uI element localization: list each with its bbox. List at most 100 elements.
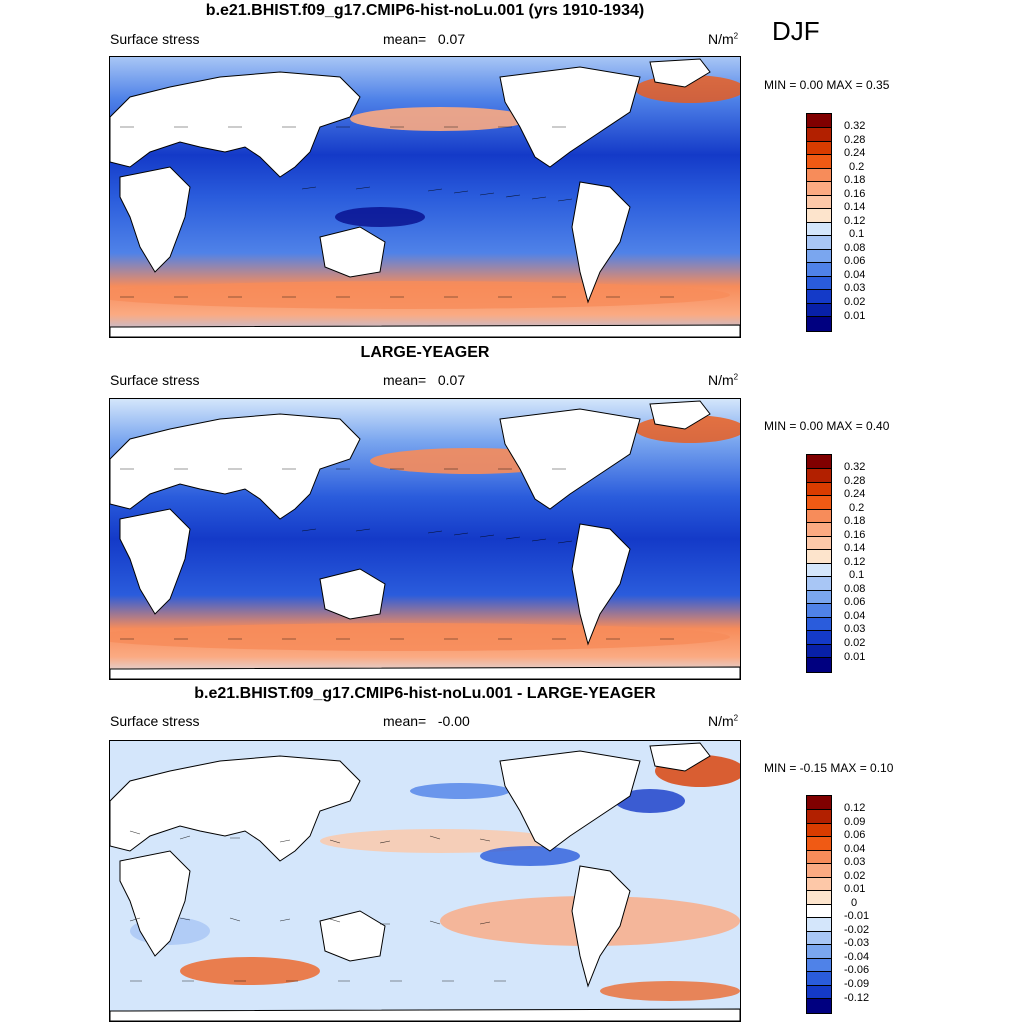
colorbar-swatch (807, 944, 831, 958)
colorbar-swatch (807, 603, 831, 617)
colorbar-swatch (807, 262, 831, 276)
colorbar-swatch (807, 931, 831, 945)
colorbar-swatch (807, 235, 831, 249)
colorbar-swatch (807, 617, 831, 631)
panel-1-colorbar (806, 113, 832, 332)
panel-2-left-label: Surface stress (110, 372, 200, 388)
colorbar-label: 0.32 (844, 120, 866, 132)
colorbar-label: 0.03 (844, 856, 866, 868)
colorbar-label: 0.08 (844, 242, 866, 254)
colorbar-swatch (807, 985, 831, 999)
panel-1-title: b.e21.BHIST.f09_g17.CMIP6-hist-noLu.001 … (205, 2, 645, 19)
colorbar-swatch (807, 644, 831, 658)
colorbar-swatch (807, 522, 831, 536)
colorbar-swatch (807, 536, 831, 550)
colorbar-swatch (807, 657, 831, 672)
colorbar-label: 0.16 (844, 529, 866, 541)
colorbar-swatch (807, 796, 831, 810)
colorbar-label: 0.06 (844, 596, 866, 608)
colorbar-swatch (807, 917, 831, 931)
colorbar-label: 0.28 (844, 475, 866, 487)
colorbar-label: 0.24 (844, 488, 866, 500)
colorbar-swatch (807, 630, 831, 644)
colorbar-label: 0.12 (844, 802, 866, 814)
colorbar-label: 0.01 (844, 651, 866, 663)
panel-1-units: N/m2 (708, 31, 739, 47)
panel-3-left-label: Surface stress (110, 713, 200, 729)
colorbar-label: 0.01 (844, 883, 866, 895)
colorbar-label: 0.04 (844, 269, 866, 281)
panel-1-left-label: Surface stress (110, 31, 200, 47)
colorbar-swatch (807, 455, 831, 469)
colorbar-label: -0.09 (844, 978, 870, 990)
colorbar-swatch (807, 141, 831, 155)
colorbar-swatch (807, 249, 831, 263)
colorbar-label: 0.02 (844, 637, 866, 649)
colorbar-swatch (807, 563, 831, 577)
colorbar-label: 0.14 (844, 201, 866, 213)
colorbar-swatch (807, 863, 831, 877)
panel-1-mean-value: 0.07 (437, 31, 466, 47)
panel-2-mean-label: mean= (383, 372, 427, 388)
colorbar-label: -0.06 (844, 964, 870, 976)
colorbar-swatch (807, 303, 831, 317)
colorbar-swatch (807, 276, 831, 290)
panel-3-mean-value: -0.00 (437, 713, 470, 729)
panel-3-map (109, 740, 741, 1022)
panel-3-colorbar (806, 795, 832, 1014)
colorbar-label: 0.06 (844, 829, 866, 841)
panel-3-mean-label: mean= (383, 713, 427, 729)
colorbar-label: 0.18 (844, 515, 866, 527)
colorbar-label: 0.12 (844, 556, 866, 568)
colorbar-label: 0.04 (844, 843, 866, 855)
panel-1-map-graphic (110, 57, 740, 337)
colorbar-swatch (807, 904, 831, 918)
panel-2-mean: mean= 0.07 (383, 372, 465, 388)
colorbar-label: 0 (851, 897, 858, 909)
colorbar-swatch (807, 482, 831, 496)
colorbar-label: 0.09 (844, 816, 866, 828)
colorbar-swatch (807, 998, 831, 1013)
panel-3-mean: mean= -0.00 (383, 713, 470, 729)
colorbar-label: 0.14 (844, 542, 866, 554)
panel-1-minmax: MIN = 0.00 MAX = 0.35 (764, 78, 890, 92)
panel-2-colorbar (806, 454, 832, 673)
colorbar-swatch (807, 971, 831, 985)
colorbar-label: 0.02 (844, 296, 866, 308)
panel-1-mean-label: mean= (383, 31, 427, 47)
colorbar-swatch (807, 850, 831, 864)
colorbar-swatch (807, 509, 831, 523)
panel-3-minmax: MIN = -0.15 MAX = 0.10 (764, 761, 894, 775)
colorbar-label: -0.03 (844, 937, 870, 949)
colorbar-label: 0.24 (844, 147, 866, 159)
colorbar-swatch (807, 877, 831, 891)
colorbar-swatch (807, 168, 831, 182)
colorbar-label: 0.28 (844, 134, 866, 146)
colorbar-swatch (807, 222, 831, 236)
colorbar-swatch (807, 195, 831, 209)
colorbar-label: -0.12 (844, 992, 870, 1004)
colorbar-swatch (807, 823, 831, 837)
colorbar-label: 0.2 (849, 161, 865, 173)
colorbar-label: 0.18 (844, 174, 866, 186)
colorbar-swatch (807, 114, 831, 128)
panel-3-units: N/m2 (708, 713, 739, 729)
colorbar-swatch (807, 289, 831, 303)
colorbar-swatch (807, 154, 831, 168)
colorbar-label: 0.2 (849, 502, 865, 514)
colorbar-label: 0.1 (849, 569, 865, 581)
panel-2-title: LARGE-YEAGER (360, 344, 490, 361)
colorbar-swatch (807, 576, 831, 590)
colorbar-label: 0.04 (844, 610, 866, 622)
colorbar-label: 0.06 (844, 255, 866, 267)
colorbar-swatch (807, 836, 831, 850)
colorbar-label: 0.32 (844, 461, 866, 473)
panel-3-title: b.e21.BHIST.f09_g17.CMIP6-hist-noLu.001 … (194, 685, 656, 702)
colorbar-label: 0.01 (844, 310, 866, 322)
colorbar-label: 0.1 (849, 228, 865, 240)
colorbar-label: 0.12 (844, 215, 866, 227)
colorbar-swatch (807, 958, 831, 972)
colorbar-label: 0.03 (844, 282, 866, 294)
colorbar-label: -0.02 (844, 924, 870, 936)
panel-1-map (109, 56, 741, 338)
